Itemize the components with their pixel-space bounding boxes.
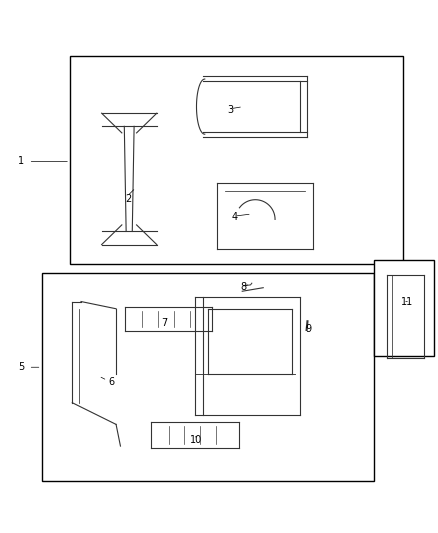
Text: 11: 11 <box>401 296 413 306</box>
Text: 10: 10 <box>190 434 202 445</box>
Text: 6: 6 <box>109 377 115 387</box>
Text: 9: 9 <box>306 324 312 334</box>
Text: 5: 5 <box>18 362 24 372</box>
Text: 7: 7 <box>161 318 167 328</box>
Text: 3: 3 <box>228 104 234 115</box>
Text: 8: 8 <box>240 282 246 292</box>
Text: 1: 1 <box>18 156 24 166</box>
FancyBboxPatch shape <box>70 56 403 264</box>
Text: 4: 4 <box>231 212 237 222</box>
FancyBboxPatch shape <box>374 260 434 356</box>
FancyBboxPatch shape <box>42 273 374 481</box>
Text: 2: 2 <box>125 193 131 204</box>
